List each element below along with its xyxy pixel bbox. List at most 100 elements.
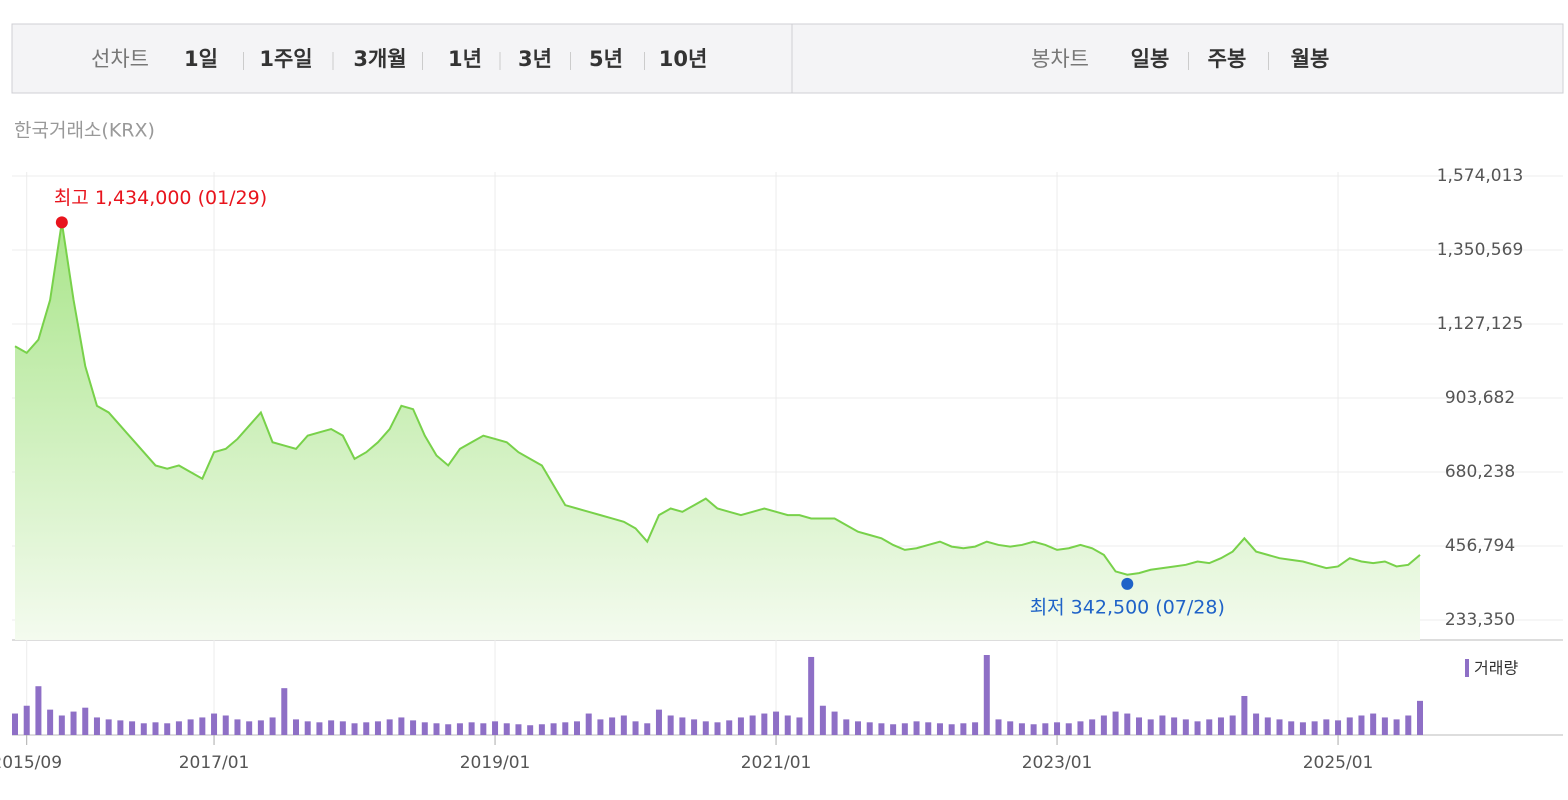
volume-bar bbox=[1147, 719, 1154, 735]
volume-bar bbox=[773, 711, 780, 735]
volume-bar bbox=[363, 722, 370, 735]
annotation-dot bbox=[1121, 577, 1134, 590]
volume-bar bbox=[878, 723, 885, 735]
period-tab[interactable]: 3년 bbox=[518, 47, 552, 71]
y-tick-label: 1,127,125 bbox=[1437, 314, 1524, 334]
x-tick-label: 2025/01 bbox=[1303, 753, 1374, 773]
volume-bar bbox=[304, 721, 311, 735]
volume-bar bbox=[1405, 715, 1412, 735]
volume-bar bbox=[1299, 722, 1306, 735]
volume-bar bbox=[632, 721, 639, 735]
volume-bar bbox=[574, 721, 580, 735]
volume-bar bbox=[901, 723, 908, 735]
price-line bbox=[14, 222, 1421, 576]
volume-bar bbox=[808, 656, 815, 735]
candle-tab[interactable]: 주봉 bbox=[1208, 47, 1247, 71]
period-tab[interactable]: 10년 bbox=[659, 47, 708, 71]
y-tick-label: 1,350,569 bbox=[1437, 240, 1524, 260]
volume-bar bbox=[199, 717, 206, 735]
volume-bar bbox=[58, 715, 65, 735]
y-tick-label: 903,682 bbox=[1445, 388, 1515, 408]
volume-bar bbox=[164, 723, 171, 735]
volume-bar bbox=[620, 715, 627, 735]
volume-bar bbox=[1217, 717, 1224, 735]
candle-tab[interactable]: 일봉 bbox=[1131, 47, 1170, 71]
volume-bar bbox=[1358, 715, 1365, 735]
volume-bar bbox=[105, 719, 112, 735]
volume-bar bbox=[257, 720, 264, 735]
volume-bar bbox=[702, 721, 709, 735]
volume-bar bbox=[679, 717, 686, 735]
volume-bar bbox=[293, 719, 299, 735]
volume-bar bbox=[23, 705, 30, 735]
legend-label: 거래량 bbox=[1474, 659, 1518, 678]
volume-bar bbox=[1007, 721, 1014, 735]
period-tab[interactable]: 5년 bbox=[589, 47, 623, 71]
period-tab[interactable]: 1일 bbox=[184, 47, 218, 71]
volume-bar bbox=[1112, 711, 1119, 735]
volume-bar bbox=[1241, 695, 1248, 735]
volume-bar bbox=[1288, 721, 1295, 735]
legend-swatch bbox=[1465, 659, 1469, 677]
area-fill bbox=[15, 222, 1420, 640]
volume-bar bbox=[480, 723, 487, 735]
volume-bar bbox=[843, 719, 850, 735]
volume-bar bbox=[691, 719, 698, 735]
volume-bar bbox=[398, 717, 405, 735]
volume-bar bbox=[1335, 720, 1342, 735]
x-tick-label: 2021/01 bbox=[741, 753, 812, 773]
volume-bar bbox=[1370, 713, 1377, 735]
volume-bar bbox=[82, 707, 89, 735]
volume-bar bbox=[12, 713, 18, 735]
volume-bar bbox=[246, 721, 253, 735]
volume-bar bbox=[1018, 723, 1025, 735]
volume-bar bbox=[925, 722, 932, 735]
volume-bar bbox=[1030, 724, 1037, 735]
volume-bar bbox=[714, 722, 721, 735]
y-tick-label: 680,238 bbox=[1445, 462, 1515, 482]
period-tab[interactable]: 1주일 bbox=[259, 47, 312, 71]
volume-bar bbox=[726, 720, 733, 735]
volume-bar bbox=[339, 721, 346, 735]
volume-bar bbox=[468, 722, 475, 735]
volume-bar bbox=[152, 722, 159, 735]
volume-bar bbox=[796, 717, 803, 735]
volume-bar bbox=[983, 655, 990, 735]
volume-bar bbox=[1077, 721, 1084, 735]
volume-bar bbox=[410, 720, 417, 735]
candle-chart-label: 봉차트 bbox=[1031, 47, 1089, 71]
volume-bar bbox=[972, 722, 979, 735]
x-tick-label: 2017/01 bbox=[179, 753, 250, 773]
volume-bar bbox=[129, 721, 136, 735]
volume-bar bbox=[1346, 717, 1353, 735]
volume-bar bbox=[281, 688, 288, 735]
volume-bar bbox=[433, 723, 440, 735]
period-tab[interactable]: 1년 bbox=[448, 47, 482, 71]
volume-bar bbox=[1065, 723, 1072, 735]
volume-bar bbox=[445, 724, 452, 735]
x-tick-label: 2023/01 bbox=[1022, 753, 1093, 773]
volume-bar bbox=[140, 723, 147, 735]
volume-bar bbox=[1171, 717, 1178, 735]
volume-bar bbox=[749, 715, 756, 735]
volume-bar bbox=[1276, 719, 1283, 735]
volume-bar bbox=[1182, 719, 1189, 735]
volume-bar bbox=[47, 709, 54, 735]
volume-bar bbox=[562, 722, 569, 735]
volume-bar bbox=[890, 724, 897, 735]
y-tick-label: 456,794 bbox=[1445, 536, 1515, 556]
period-tab[interactable]: 3개월 bbox=[353, 47, 406, 71]
volume-bar bbox=[456, 723, 463, 735]
volume-bar bbox=[515, 724, 522, 735]
volume-bar bbox=[328, 720, 335, 735]
source-label: 한국거래소(KRX) bbox=[14, 120, 155, 142]
volume-bar bbox=[1206, 719, 1213, 735]
candle-tab[interactable]: 월봉 bbox=[1291, 47, 1330, 71]
volume-bar bbox=[913, 721, 920, 735]
volume-bar bbox=[667, 715, 674, 735]
volume-bar bbox=[211, 713, 218, 735]
volume-bar bbox=[1381, 717, 1388, 735]
y-tick-label: 233,350 bbox=[1445, 610, 1515, 630]
volume-bar bbox=[421, 722, 428, 735]
